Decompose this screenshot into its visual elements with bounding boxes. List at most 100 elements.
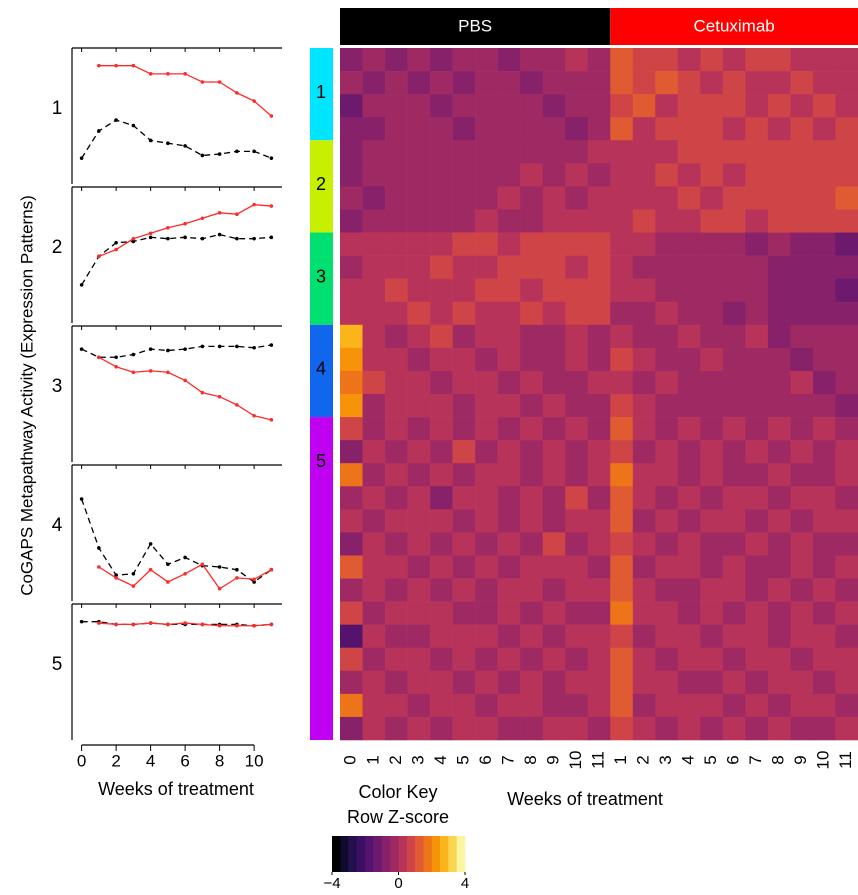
heatmap-cell — [812, 509, 836, 533]
series-point — [217, 394, 222, 399]
heatmap-cell — [407, 370, 431, 395]
heatmap-cell — [475, 48, 498, 72]
heatmap-cell — [452, 624, 476, 649]
heatmap-cell — [745, 624, 769, 649]
heatmap-cell — [520, 647, 543, 672]
heatmap-cell — [475, 486, 498, 510]
heatmap-cell — [722, 716, 746, 741]
heatmap-cell — [790, 716, 814, 741]
heatmap-cell — [632, 509, 656, 533]
heatmap-cell — [700, 486, 724, 510]
heatmap-cell — [385, 555, 408, 579]
heatmap-cell — [700, 48, 724, 72]
heatmap-cell — [610, 347, 634, 372]
heatmap-cell — [610, 624, 634, 649]
heatmap-cell — [790, 601, 814, 625]
series-point — [166, 580, 170, 584]
heatmap-cell — [475, 532, 498, 556]
series-line — [98, 204, 272, 257]
column-label: 4 — [679, 755, 698, 764]
heatmap-cell — [790, 670, 814, 695]
heatmap-cell — [767, 48, 791, 72]
color-key-tick-label: 0 — [394, 875, 402, 892]
heatmap-cell — [340, 716, 363, 741]
heatmap-cell — [677, 278, 701, 303]
heatmap-cell — [407, 716, 431, 741]
panel-label: 2 — [52, 237, 63, 258]
heatmap-cell — [835, 347, 858, 372]
heatmap-cell — [520, 140, 543, 164]
heatmap-cell — [745, 301, 769, 326]
series-point — [148, 231, 153, 236]
heatmap-cell — [475, 509, 498, 533]
heatmap-cell — [722, 532, 746, 556]
heatmap-cell — [497, 624, 521, 649]
heatmap-cell — [565, 486, 589, 510]
series-point — [148, 138, 153, 143]
heatmap-cell — [677, 486, 701, 510]
heatmap-cell — [340, 324, 363, 349]
heatmap-cell — [835, 94, 858, 118]
series-point — [269, 156, 274, 160]
heatmap-cell — [430, 716, 453, 741]
heatmap-cell — [835, 532, 858, 556]
heatmap-cell — [587, 417, 611, 441]
heatmap-cell — [565, 578, 589, 602]
series-point — [183, 555, 187, 560]
heatmap-cell — [520, 394, 543, 418]
color-key-swatch — [415, 836, 424, 872]
heatmap-cell — [340, 394, 363, 418]
heatmap-cell — [475, 140, 498, 164]
series-point — [200, 80, 205, 84]
series-point — [148, 567, 153, 572]
heatmap-cell — [812, 278, 836, 303]
heatmap-cell — [452, 463, 476, 487]
heatmap-cell — [677, 624, 701, 649]
y-axis-title: CoGAPS Metapathway Activity (Expression … — [17, 195, 36, 596]
x-tick-label: 4 — [146, 751, 155, 770]
heatmap-cell — [745, 94, 769, 118]
heatmap-cell — [385, 463, 408, 487]
heatmap-cell — [677, 347, 701, 372]
heatmap-cell — [362, 117, 386, 141]
series-point — [252, 149, 256, 154]
heatmap-cell — [362, 394, 386, 418]
heatmap-cell — [812, 347, 836, 372]
heatmap-cell — [542, 394, 566, 418]
heatmap-cell — [565, 624, 589, 649]
heatmap-cell — [722, 440, 746, 464]
heatmap-cell — [587, 624, 611, 649]
color-key-tick-label: −4 — [323, 875, 340, 892]
heatmap-cell — [542, 255, 566, 279]
heatmap-cell — [475, 601, 498, 625]
heatmap-cell — [520, 94, 543, 118]
heatmap-cell — [565, 394, 589, 418]
heatmap-cell — [677, 647, 701, 672]
heatmap-cell — [722, 347, 746, 372]
heatmap-cell — [700, 440, 724, 464]
heatmap-cell — [790, 486, 814, 510]
color-key-swatch — [406, 836, 416, 872]
heatmap-cell — [407, 71, 431, 95]
heatmap-cell — [812, 232, 836, 256]
heatmap-cell — [475, 647, 498, 672]
heatmap-cell — [362, 48, 386, 72]
heatmap-cell — [632, 140, 656, 164]
heatmap-cell — [565, 163, 589, 187]
heatmap-cell — [385, 278, 408, 303]
heatmap-cell — [520, 417, 543, 441]
heatmap-cell — [700, 301, 724, 326]
heatmap-cell — [610, 370, 634, 395]
heatmap-cell — [542, 324, 566, 349]
heatmap-cell — [722, 71, 746, 95]
heatmap-cell — [790, 624, 814, 649]
heatmap-cell — [610, 232, 634, 256]
condition-bar — [610, 8, 858, 45]
heatmap-cell — [790, 555, 814, 579]
heatmap-cell — [475, 117, 498, 141]
heatmap-cell — [722, 232, 746, 256]
heatmap-cell — [812, 394, 836, 418]
heatmap-cell — [452, 301, 476, 326]
heatmap-cell — [407, 140, 431, 164]
heatmap-cell — [520, 255, 543, 279]
